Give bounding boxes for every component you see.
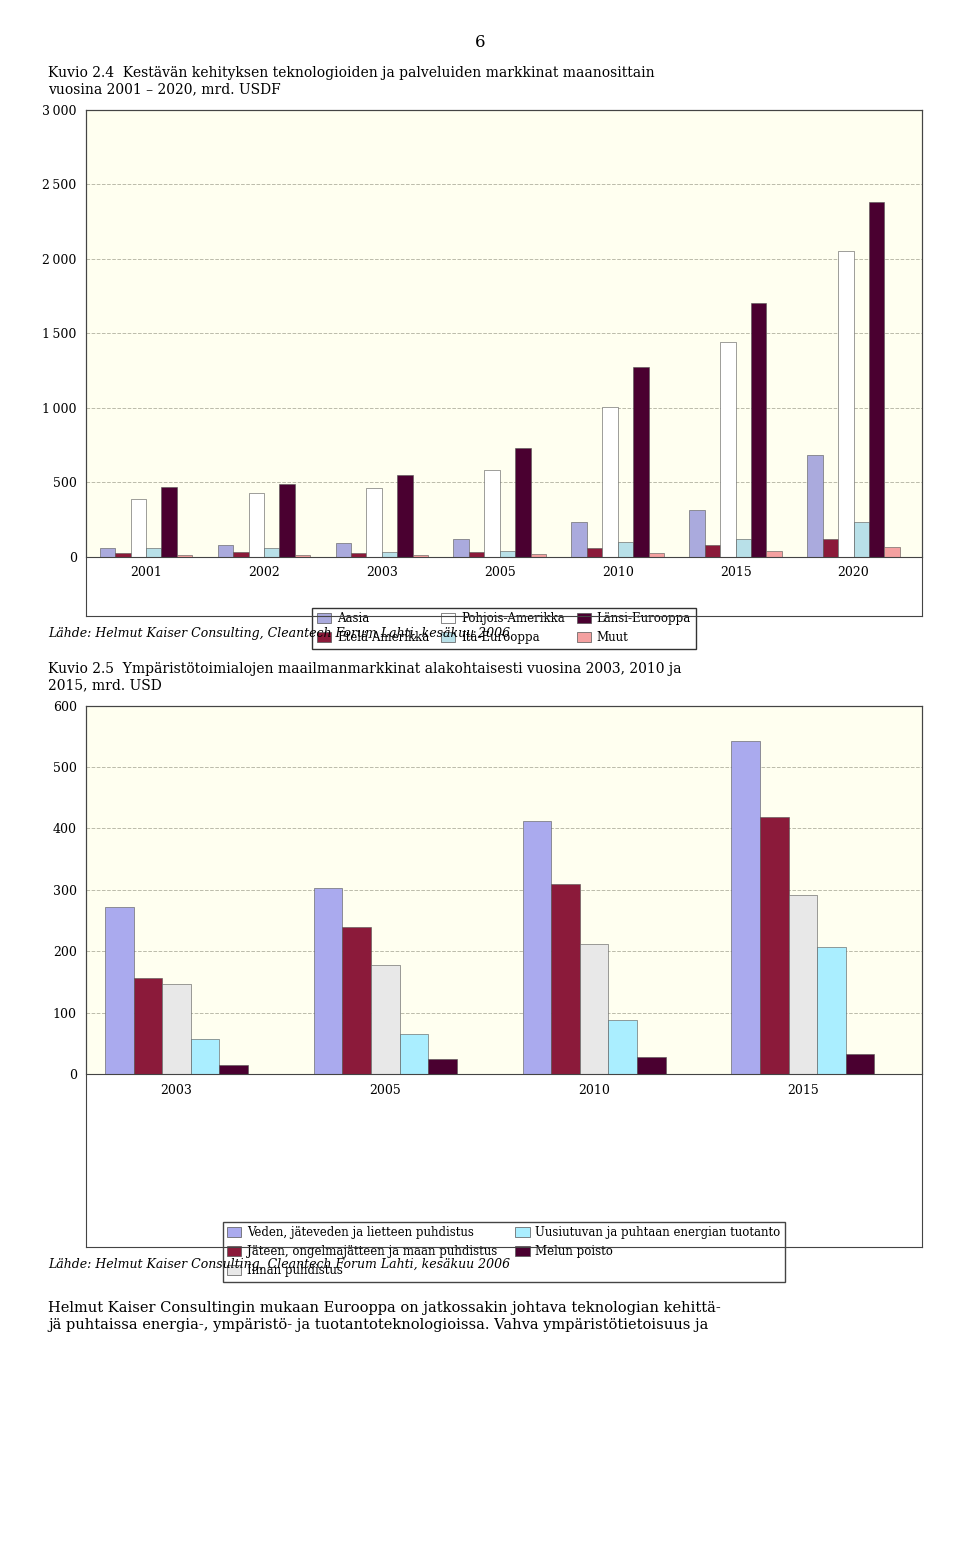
Bar xyxy=(397,475,413,557)
Text: 6: 6 xyxy=(475,34,485,52)
Bar xyxy=(735,539,751,557)
Text: Kuvio 2.5  Ympäristötoimialojen maailmanmarkkinat alakohtaisesti vuosina 2003, 2: Kuvio 2.5 Ympäristötoimialojen maailmanm… xyxy=(48,662,682,691)
Bar xyxy=(869,202,884,557)
Bar xyxy=(522,822,551,1074)
Bar xyxy=(732,740,760,1074)
Bar xyxy=(220,1066,248,1074)
Bar xyxy=(233,552,249,557)
Bar xyxy=(468,552,485,557)
Bar xyxy=(162,983,191,1074)
Bar xyxy=(634,367,649,557)
Bar xyxy=(279,483,295,557)
Bar xyxy=(637,1057,665,1074)
Bar xyxy=(343,927,371,1074)
Text: Helmut Kaiser Consultingin mukaan Eurooppa on jatkossakin johtava teknologian ke: Helmut Kaiser Consultingin mukaan Euroop… xyxy=(48,1301,721,1331)
Bar xyxy=(485,470,500,557)
Bar xyxy=(531,555,546,557)
Bar xyxy=(371,964,399,1074)
Bar xyxy=(367,488,382,557)
Bar xyxy=(500,550,516,557)
Bar xyxy=(846,1054,875,1074)
Bar xyxy=(264,547,279,557)
Bar xyxy=(884,547,900,557)
Bar xyxy=(571,522,587,557)
Bar xyxy=(817,947,846,1074)
Bar xyxy=(428,1058,457,1074)
Bar xyxy=(218,546,233,557)
Bar xyxy=(853,522,869,557)
Bar xyxy=(105,906,133,1074)
Bar xyxy=(580,944,609,1074)
Bar xyxy=(131,499,146,557)
Bar xyxy=(191,1040,220,1074)
Bar xyxy=(100,549,115,557)
Bar xyxy=(766,550,782,557)
Text: Lähde: Helmut Kaiser Consulting, Cleantech Forum Lahti, kesäkuu 2006: Lähde: Helmut Kaiser Consulting, Cleante… xyxy=(48,1258,510,1270)
Legend: Veden, jäteveden ja lietteen puhdistus, Jäteen, ongelmajätteen ja maan puhdistus: Veden, jäteveden ja lietteen puhdistus, … xyxy=(223,1221,785,1283)
Bar xyxy=(133,978,162,1074)
Bar xyxy=(336,543,351,557)
Bar xyxy=(823,539,838,557)
Bar xyxy=(587,549,602,557)
Bar xyxy=(453,539,468,557)
Bar xyxy=(720,342,735,557)
Bar xyxy=(551,884,580,1074)
Bar xyxy=(751,304,766,557)
Bar xyxy=(689,511,705,557)
Text: Kuvio 2.4  Kestävän kehityksen teknologioiden ja palveluiden markkinat maanositt: Kuvio 2.4 Kestävän kehityksen teknologio… xyxy=(48,66,655,96)
Bar xyxy=(399,1035,428,1074)
Bar xyxy=(314,887,343,1074)
Text: Lähde: Helmut Kaiser Consulting, Cleantech Forum Lahti, kesäkuu 2006: Lähde: Helmut Kaiser Consulting, Cleante… xyxy=(48,627,510,640)
Bar xyxy=(838,251,853,557)
Bar xyxy=(760,817,788,1074)
Bar xyxy=(649,554,664,557)
Bar xyxy=(249,494,264,557)
Bar xyxy=(788,895,817,1074)
Bar xyxy=(705,544,720,557)
Bar xyxy=(602,408,617,557)
Bar xyxy=(161,486,177,557)
Bar xyxy=(382,552,397,557)
Legend: Aasia, Etelä-Amerikka, Pohjois-Amerikka, Itä-Eurooppa, Länsi-Eurooppa, Muut: Aasia, Etelä-Amerikka, Pohjois-Amerikka,… xyxy=(312,608,696,649)
Bar xyxy=(617,543,634,557)
Bar xyxy=(351,554,367,557)
Bar xyxy=(609,1021,637,1074)
Bar xyxy=(516,448,531,557)
Bar xyxy=(115,554,131,557)
Bar xyxy=(146,549,161,557)
Bar xyxy=(807,455,823,557)
